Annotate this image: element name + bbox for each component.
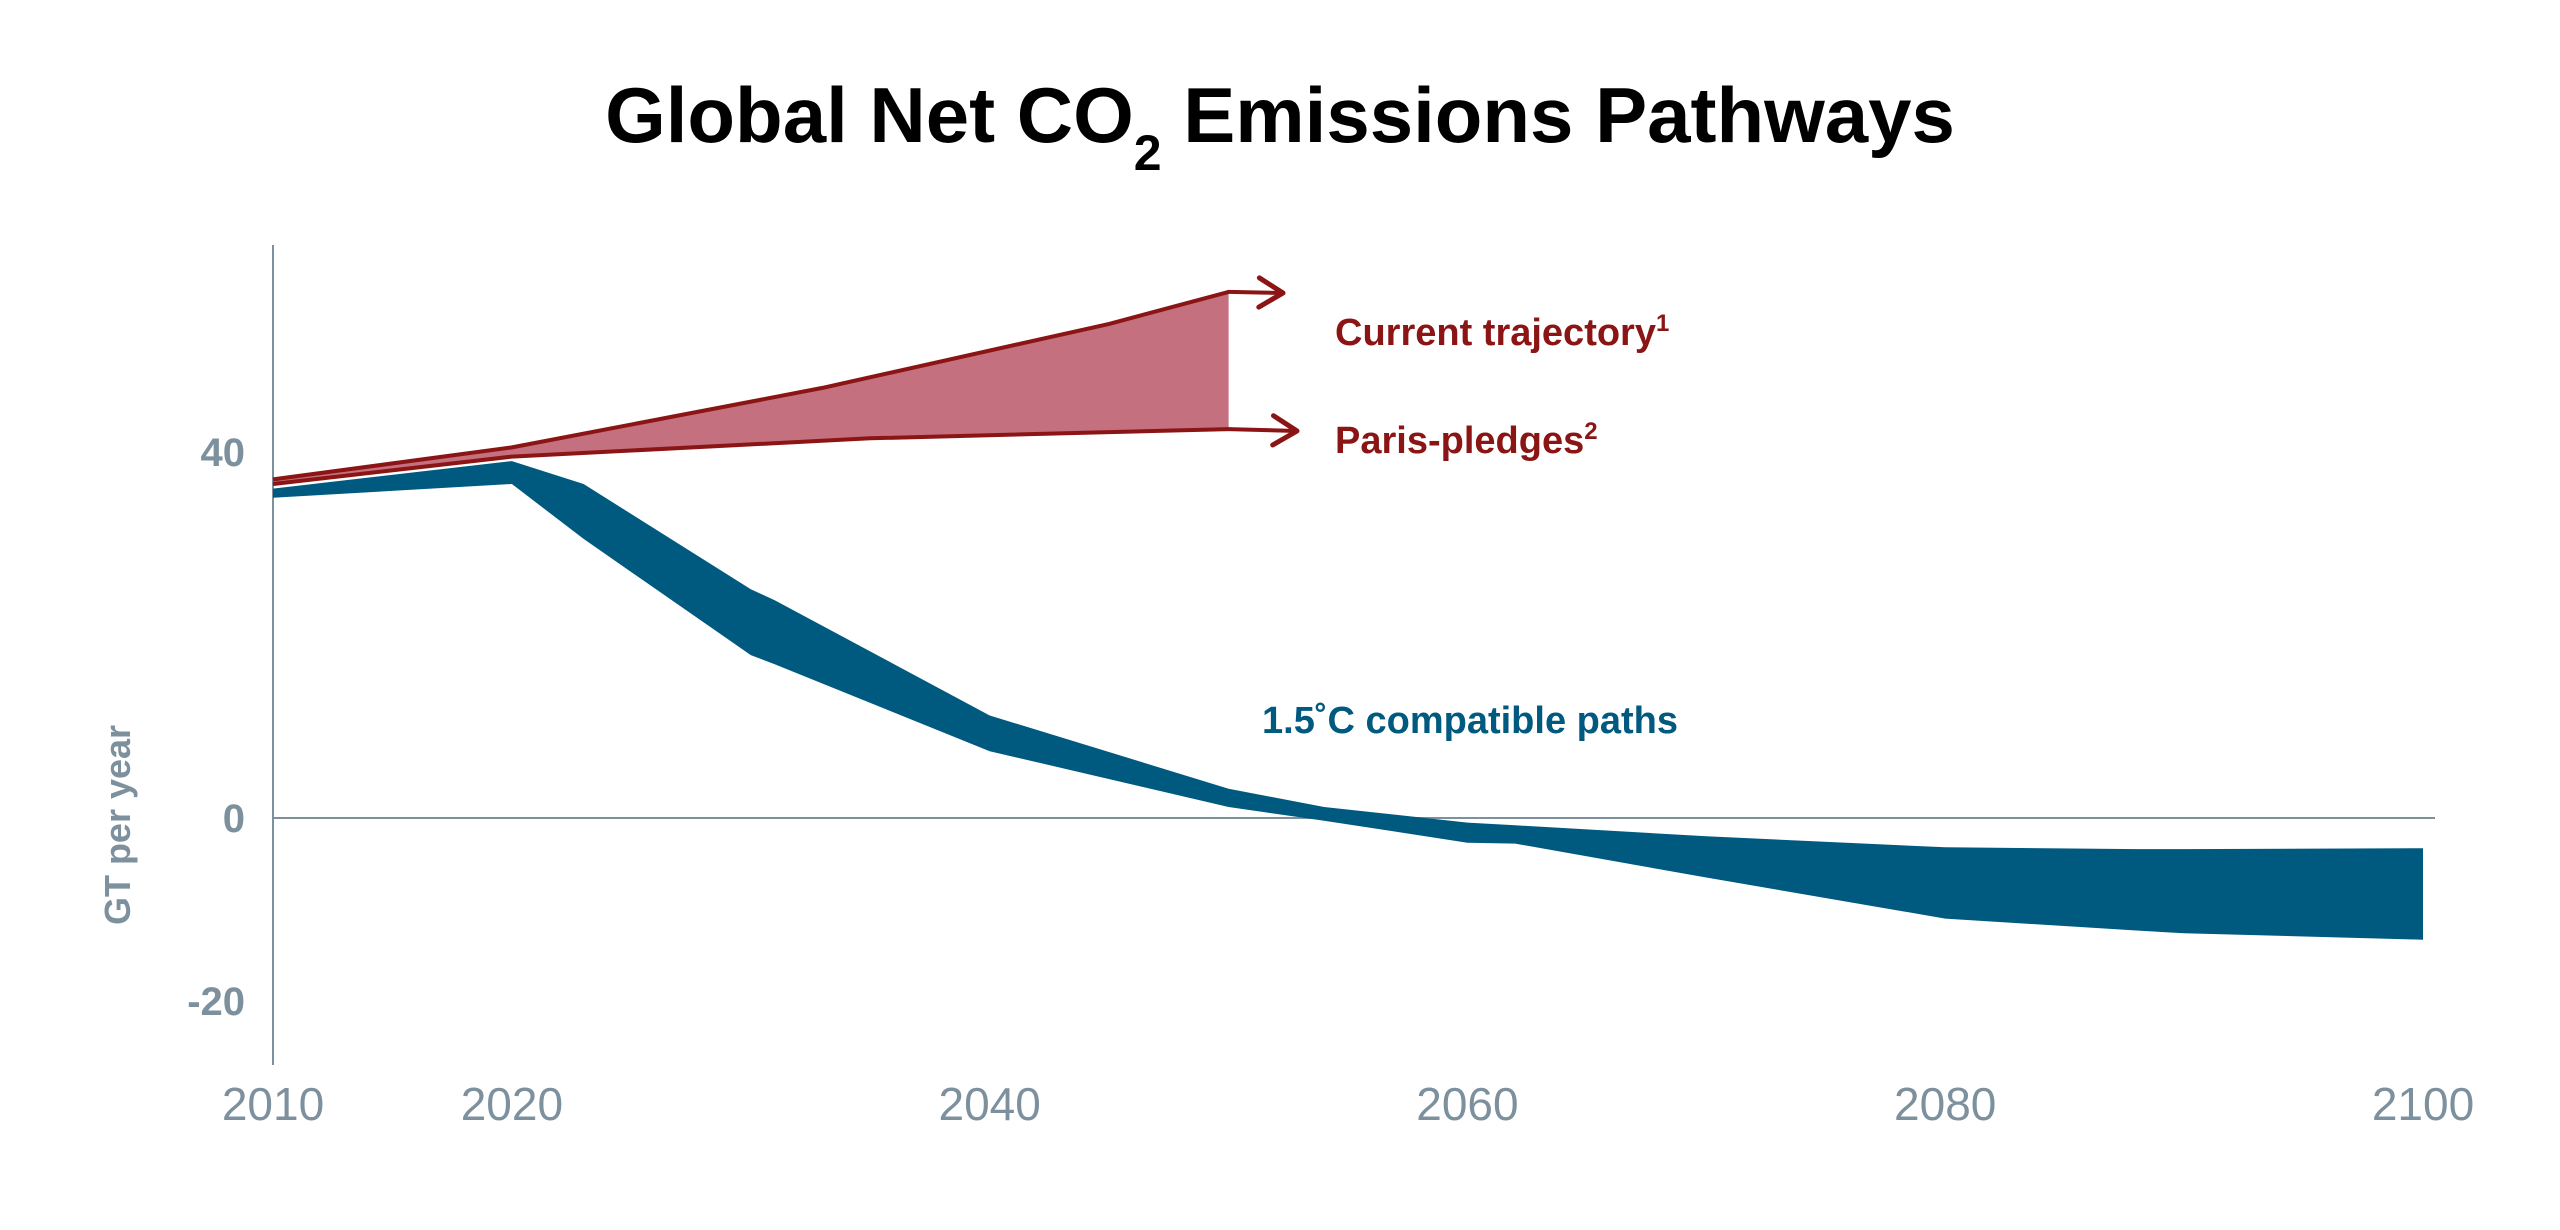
chart-title-subscript: 2 — [1134, 125, 1162, 181]
y-tick-label: 0 — [223, 797, 245, 841]
compatible-paths-band — [273, 461, 2423, 940]
chart-title-suffix: Emissions Pathways — [1162, 71, 1955, 159]
y-tick-label: -20 — [187, 980, 245, 1024]
chart-title-main: Global Net CO — [605, 71, 1134, 159]
paris-pledges-arrow-shaft — [1226, 427, 1299, 433]
current-trajectory-footnote: 1 — [1656, 310, 1669, 337]
emissions-gap-area — [273, 291, 1229, 484]
chart-title: Global Net CO2 Emissions Pathways — [605, 71, 1955, 181]
x-tick-label: 2080 — [1894, 1078, 1996, 1130]
x-tick-label: 2040 — [938, 1078, 1040, 1130]
paris-pledges-arrow-head — [1270, 413, 1300, 448]
x-tick-label: 2060 — [1416, 1078, 1518, 1130]
plot-area: 2010 2020 2040 2060 2080 2100 40 0 -20 — [187, 245, 2474, 1130]
x-tick-label: 2020 — [461, 1078, 563, 1130]
x-tick-label: 2100 — [2372, 1078, 2474, 1130]
paris-pledges-label: Paris-pledges2 — [1335, 418, 1598, 462]
x-tick-label: 2010 — [222, 1078, 324, 1130]
y-tick-label: 40 — [201, 431, 246, 475]
paris-pledges-label-text: Paris-pledges — [1335, 420, 1584, 462]
y-axis-label: GT per year — [97, 725, 138, 925]
compatible-paths-label: 1.5˚C compatible paths — [1262, 700, 1678, 742]
current-trajectory-line — [272, 289, 1230, 482]
paris-pledges-line — [272, 427, 1229, 486]
current-trajectory-arrow-head — [1256, 275, 1286, 310]
current-trajectory-label: Current trajectory1 — [1335, 310, 1669, 354]
current-trajectory-label-text: Current trajectory — [1335, 312, 1656, 354]
current-trajectory-arrow-shaft — [1226, 289, 1285, 295]
paris-pledges-footnote: 2 — [1584, 418, 1597, 445]
